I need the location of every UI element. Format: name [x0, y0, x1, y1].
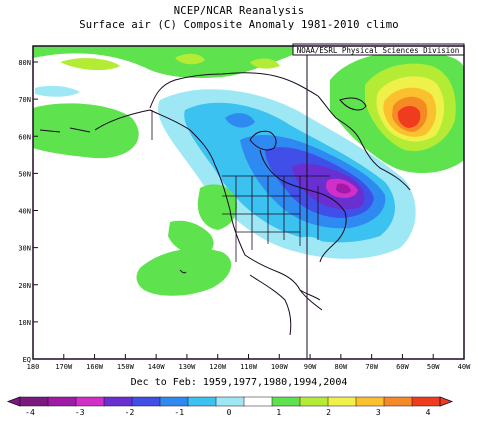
- chart-subtitle: Surface air (C) Composite Anomaly 1981-2…: [79, 19, 399, 31]
- colorbar-label: -2: [125, 408, 135, 417]
- colorbar-swatch: [243, 396, 273, 407]
- colorbar-label: 2: [326, 408, 331, 417]
- lon-tick-label: 150W: [117, 363, 135, 371]
- lat-tick-label: 80N: [18, 59, 31, 67]
- lat-tick-label: 70N: [18, 96, 31, 104]
- lat-tick-label: 10N: [18, 319, 31, 327]
- credit-text: NOAA/ESRL Physical Sciences Division: [297, 46, 460, 55]
- lat-tick-label: 60N: [18, 133, 31, 141]
- colorbar-swatch: [131, 396, 161, 407]
- chart-title: NCEP/NCAR Reanalysis: [173, 5, 305, 17]
- lon-tick-label: 60W: [396, 363, 409, 371]
- longitude-axis: 180 170W 160W 150W 140W 130W 120W 110W 100W 90W 80…: [27, 354, 471, 371]
- colorbar-label: -4: [25, 408, 35, 417]
- colorbar-swatch: [103, 396, 133, 407]
- lon-tick-label: 80W: [335, 363, 348, 371]
- lon-tick-label: 120W: [209, 363, 227, 371]
- lon-tick-label: 90W: [304, 363, 317, 371]
- lon-tick-label: 70W: [365, 363, 378, 371]
- lat-tick-label: 50N: [18, 170, 31, 178]
- lon-tick-label: 180: [27, 363, 40, 371]
- colorbar-label: 4: [426, 408, 431, 417]
- lat-tick-label: EQ: [23, 356, 31, 364]
- lat-tick-label: 20N: [18, 282, 31, 290]
- colorbar-swatch: [215, 396, 245, 407]
- date-caption: Dec to Feb: 1959,1977,1980,1994,2004: [130, 377, 348, 388]
- lon-tick-label: 100W: [271, 363, 289, 371]
- lon-tick-label: 40W: [458, 363, 471, 371]
- colorbar-label: -1: [174, 408, 184, 417]
- coastlines: [39, 72, 411, 336]
- anomaly-field: [33, 46, 464, 296]
- colorbar-swatch: [327, 396, 357, 407]
- lat-tick-label: 40N: [18, 208, 31, 216]
- colorbar-label: 3: [376, 408, 381, 417]
- colorbar-swatch: [411, 396, 441, 407]
- colorbar-swatch: [299, 396, 329, 407]
- colorbar-label: 0: [227, 408, 232, 417]
- colorbar-swatch: [75, 396, 105, 407]
- lon-tick-label: 140W: [148, 363, 166, 371]
- latitude-axis: 80N 70N 60N 50N 40N 30N 20N 10N EQ: [18, 59, 38, 364]
- colorbar-arrow-left: [6, 396, 21, 407]
- colorbar-swatch: [47, 396, 77, 407]
- colorbar-label: -3: [75, 408, 85, 417]
- colorbar-label: 1: [276, 408, 281, 417]
- lat-tick-label: 30N: [18, 245, 31, 253]
- colorbar-swatch: [19, 396, 49, 407]
- political-borders: [151, 110, 330, 262]
- max-warm-anomaly: [397, 106, 421, 128]
- colorbar-swatch: [383, 396, 413, 407]
- lon-tick-label: 110W: [240, 363, 258, 371]
- colorbar-swatch: [271, 396, 301, 407]
- lon-tick-label: 160W: [86, 363, 104, 371]
- colorbar-swatch: [355, 396, 385, 407]
- max-cold-anomaly: [336, 183, 351, 194]
- colorbar-arrow-right: [439, 396, 454, 407]
- colorbar-swatch: [187, 396, 217, 407]
- lon-tick-label: 130W: [178, 363, 196, 371]
- colorbar-swatch: [159, 396, 189, 407]
- lon-tick-label: 170W: [55, 363, 73, 371]
- lon-tick-label: 50W: [427, 363, 440, 371]
